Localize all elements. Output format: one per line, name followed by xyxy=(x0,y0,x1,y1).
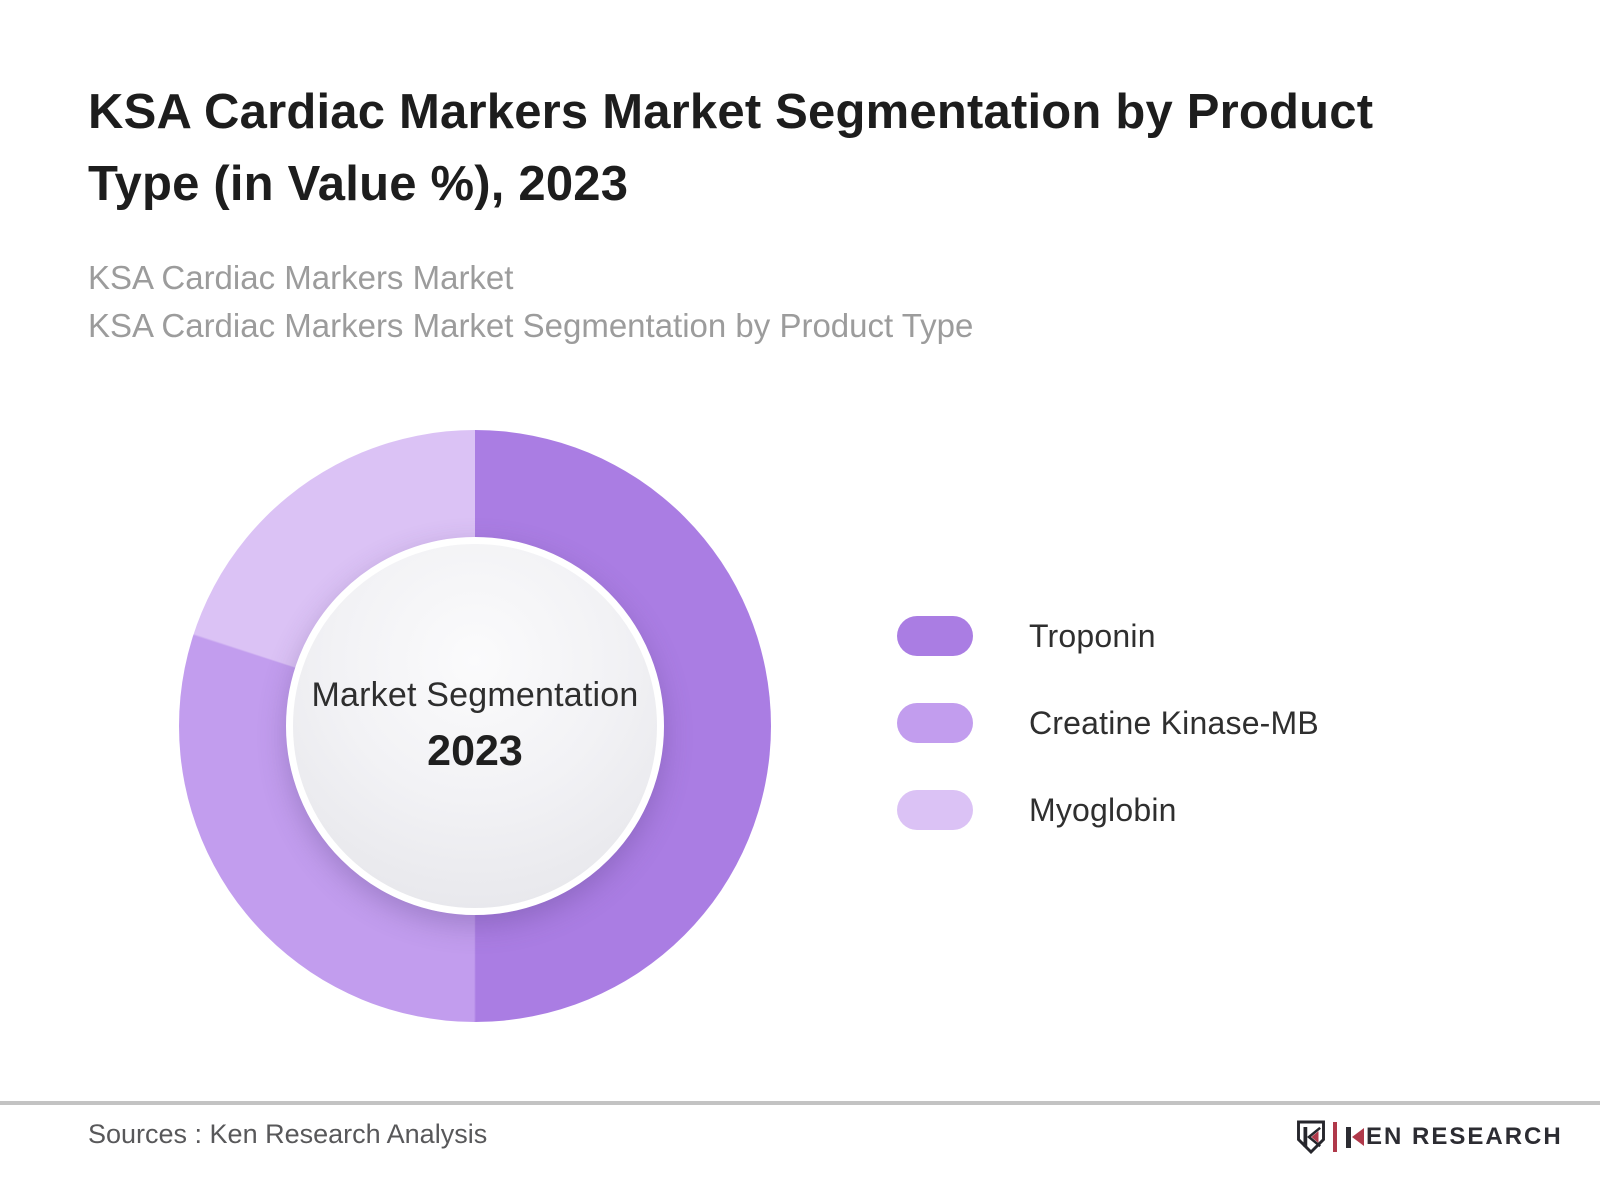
ken-research-shield-icon xyxy=(1297,1120,1325,1154)
brand-wordmark-text: EN RESEARCH xyxy=(1366,1123,1563,1150)
page-title-line-2: Type (in Value %), 2023 xyxy=(88,157,629,211)
donut-center-year: 2023 xyxy=(427,727,523,775)
donut-center-label: Market Segmentation xyxy=(311,676,639,714)
donut-center: Market Segmentation 2023 xyxy=(286,537,664,915)
brand-k-glyph xyxy=(1346,1126,1364,1148)
legend-swatch-creatine-kinase-mb xyxy=(897,703,973,743)
brand-wordmark: EN RESEARCH xyxy=(1346,1123,1563,1151)
page-title-line-1: KSA Cardiac Markers Market Segmentation … xyxy=(88,85,1374,139)
footer-divider xyxy=(0,1101,1600,1105)
subtitle-block: KSA Cardiac Markers Market KSA Cardiac M… xyxy=(88,254,1488,350)
legend-item-troponin: Troponin xyxy=(897,616,1319,656)
subtitle-line-1: KSA Cardiac Markers Market xyxy=(88,259,514,296)
legend-label-myoglobin: Myoglobin xyxy=(1029,791,1177,828)
subtitle-line-2: KSA Cardiac Markers Market Segmentation … xyxy=(88,307,974,344)
logo-separator-bar xyxy=(1333,1122,1337,1152)
sources-text: Sources : Ken Research Analysis xyxy=(88,1119,488,1149)
donut-chart: Market Segmentation 2023 xyxy=(179,430,771,1022)
ken-research-logo: EN RESEARCH xyxy=(1296,1118,1563,1156)
legend-item-myoglobin: Myoglobin xyxy=(897,790,1319,830)
legend-swatch-troponin xyxy=(897,616,973,656)
legend-label-troponin: Troponin xyxy=(1029,617,1156,654)
page-title: KSA Cardiac Markers Market Segmentation … xyxy=(88,76,1488,220)
legend-item-creatine-kinase-mb: Creatine Kinase-MB xyxy=(897,703,1319,743)
chart-legend: Troponin Creatine Kinase-MB Myoglobin xyxy=(897,616,1319,877)
brand-k-stem xyxy=(1346,1126,1351,1148)
brand-k-red-triangle-icon xyxy=(1352,1128,1364,1146)
legend-swatch-myoglobin xyxy=(897,790,973,830)
legend-label-creatine-kinase-mb: Creatine Kinase-MB xyxy=(1029,704,1319,741)
